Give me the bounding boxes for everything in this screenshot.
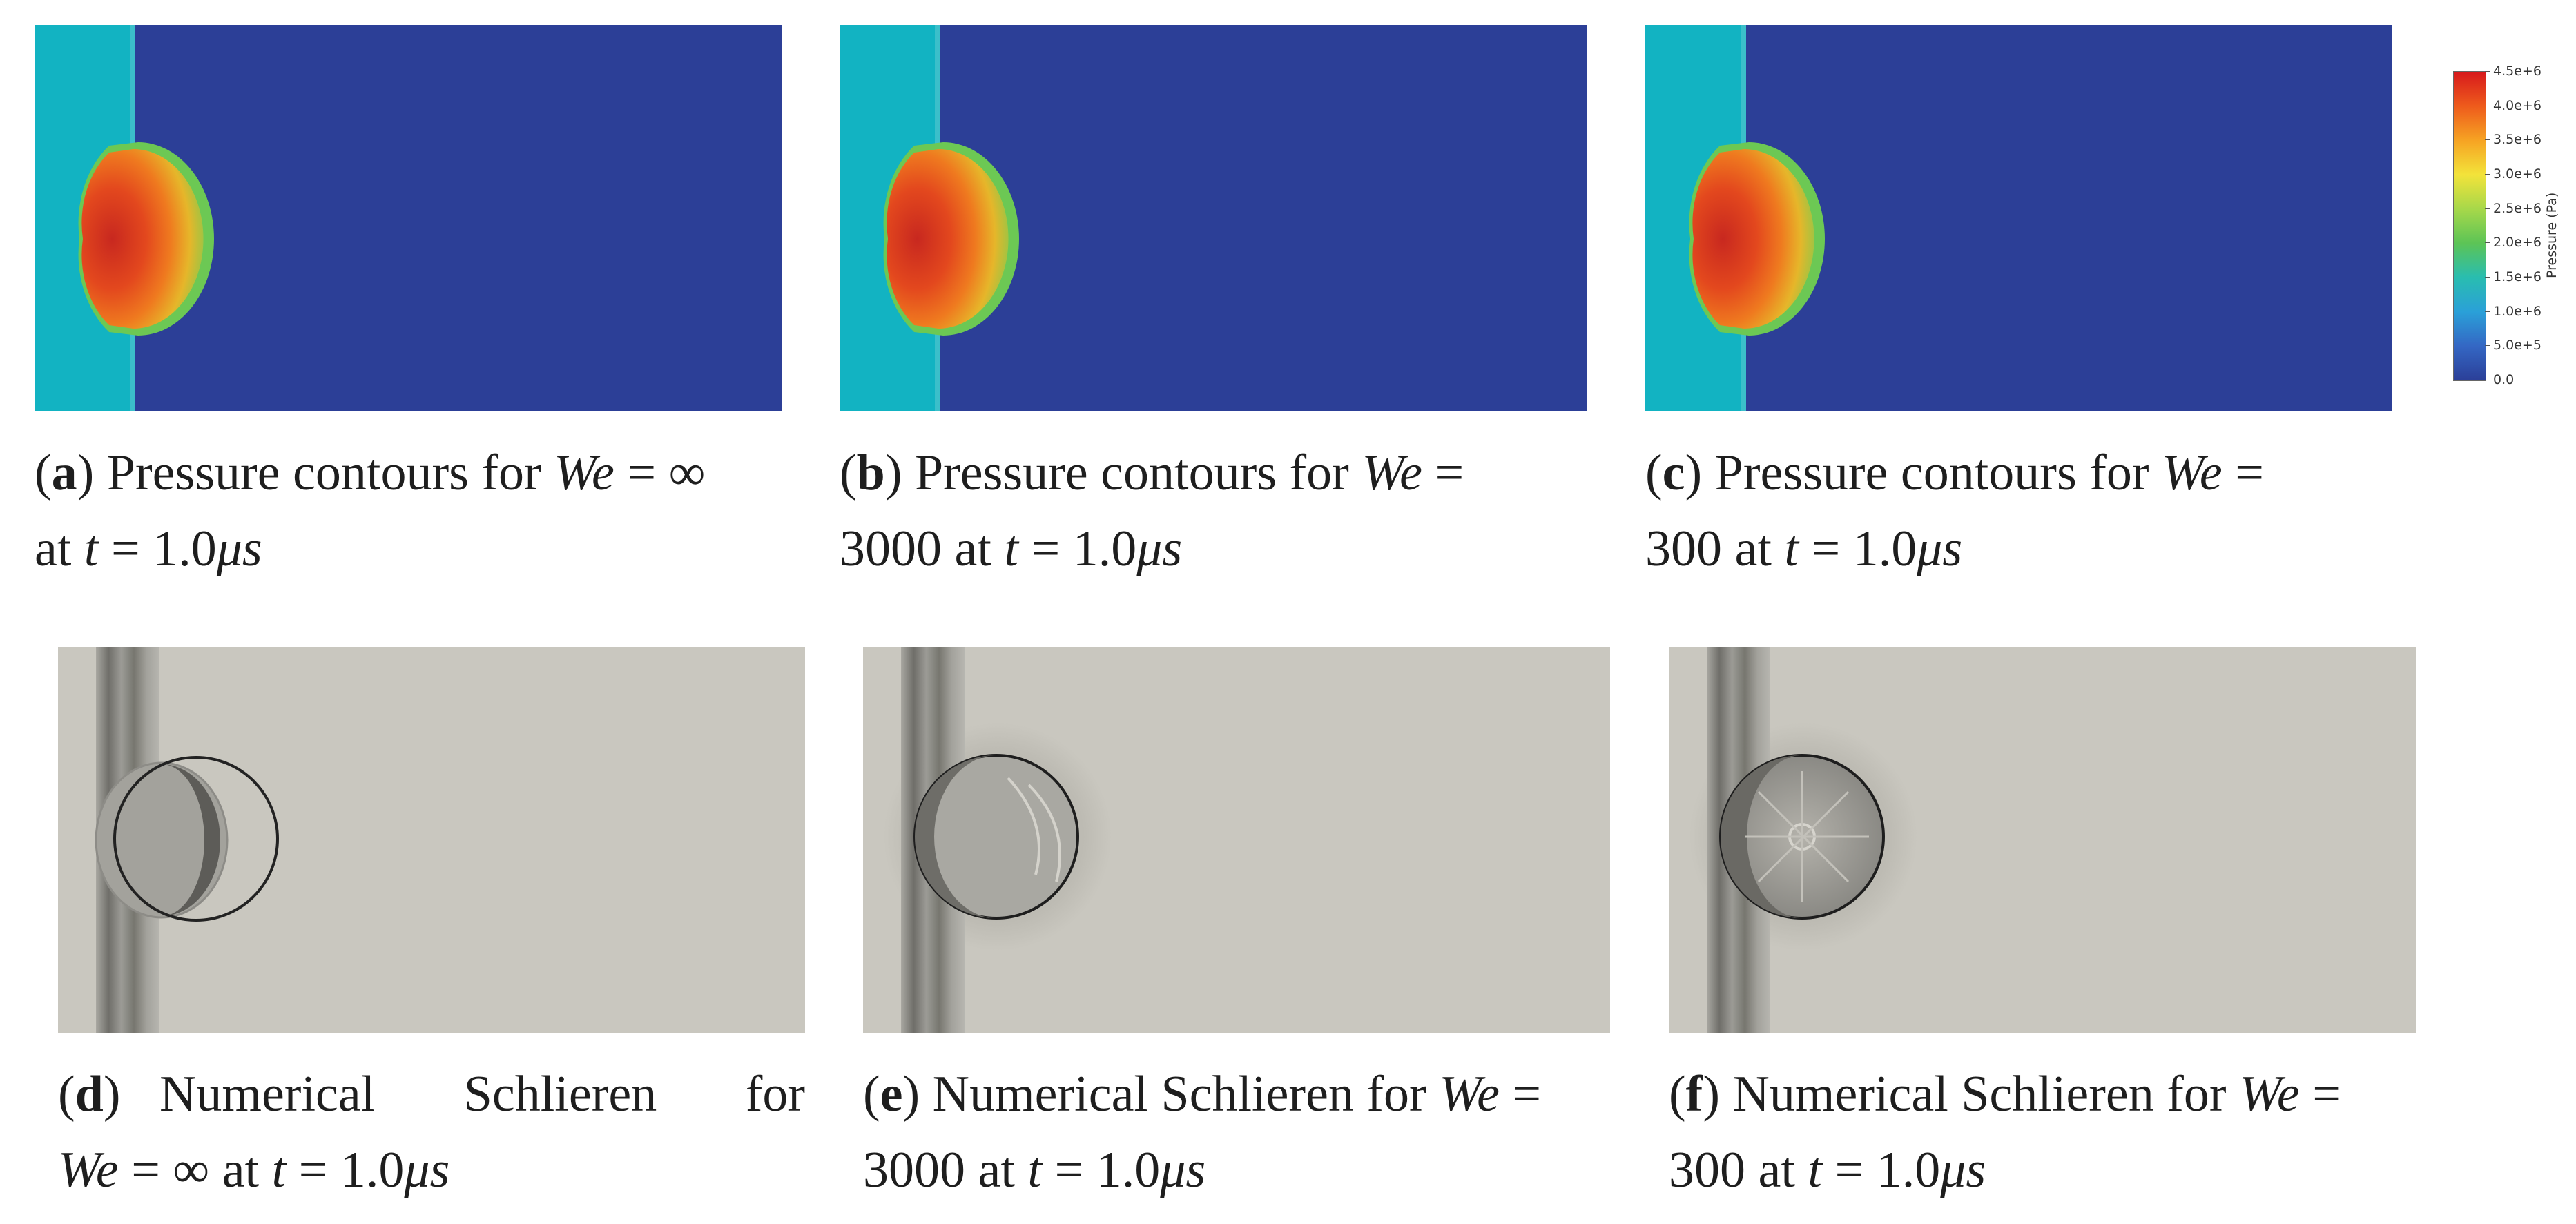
colorbar-tick-label: 2.0e+6 — [2493, 235, 2541, 251]
caption-d: (d) Numerical Schlieren for We = ∞ at t … — [58, 1066, 805, 1198]
colorbar-tick-mark — [2485, 174, 2490, 175]
caption-c: (c) Pressure contours for We = 300 at t … — [1645, 445, 2264, 577]
colorbar-tick-label: 1.5e+6 — [2493, 269, 2541, 284]
caption-f: (f) Numerical Schlieren for We = 300 at … — [1669, 1066, 2341, 1198]
droplet-outline — [113, 756, 279, 922]
colorbar-tick-label: 1.0e+6 — [2493, 303, 2541, 319]
droplet-pressure — [887, 149, 1009, 329]
droplet-pressure — [81, 149, 204, 329]
colorbar-tick-label: 4.5e+6 — [2493, 64, 2541, 79]
colorbar-gradient — [2453, 71, 2486, 381]
colorbar-tick-label: 0.0 — [2493, 372, 2515, 387]
caption-e: (e) Numerical Schlieren for We = 3000 at… — [863, 1066, 1542, 1198]
pressure-contour-plot-a — [35, 25, 782, 411]
caption-a: (a) Pressure contours for We = ∞ at t = … — [35, 445, 706, 577]
pressure-contour-plot-b — [840, 25, 1587, 411]
colorbar-tick-label: 3.5e+6 — [2493, 132, 2541, 148]
colorbar-tick-label: 3.0e+6 — [2493, 166, 2541, 182]
schlieren-plot-e — [863, 647, 1610, 1033]
droplet-pressure — [1692, 149, 1814, 329]
colorbar-tick-mark — [2485, 208, 2490, 209]
caption-b: (b) Pressure contours for We = 3000 at t… — [840, 445, 1464, 577]
schlieren-plot-f — [1669, 647, 2416, 1033]
colorbar-tick-label: 5.0e+5 — [2493, 338, 2541, 353]
colorbar-tick-label: 2.5e+6 — [2493, 200, 2541, 216]
colorbar-tick-mark — [2485, 345, 2490, 347]
colorbar-tick-mark — [2485, 277, 2490, 278]
pressure-contour-plot-c — [1645, 25, 2392, 411]
colorbar-tick-mark — [2485, 139, 2490, 141]
pressure-colorbar: 4.5e+6 4.0e+6 3.5e+6 3.0e+6 2.5e+6 2.0e+6 1.5e… — [2453, 64, 2564, 387]
colorbar-tick-mark — [2485, 242, 2490, 244]
colorbar-tick-mark — [2485, 71, 2490, 72]
schlieren-plot-d — [58, 647, 805, 1033]
compressed-droplet — [95, 761, 229, 919]
colorbar-tick-mark — [2485, 311, 2490, 312]
colorbar-title: Pressure (Pa) — [2544, 192, 2559, 278]
colorbar-tick-label: 4.0e+6 — [2493, 97, 2541, 113]
